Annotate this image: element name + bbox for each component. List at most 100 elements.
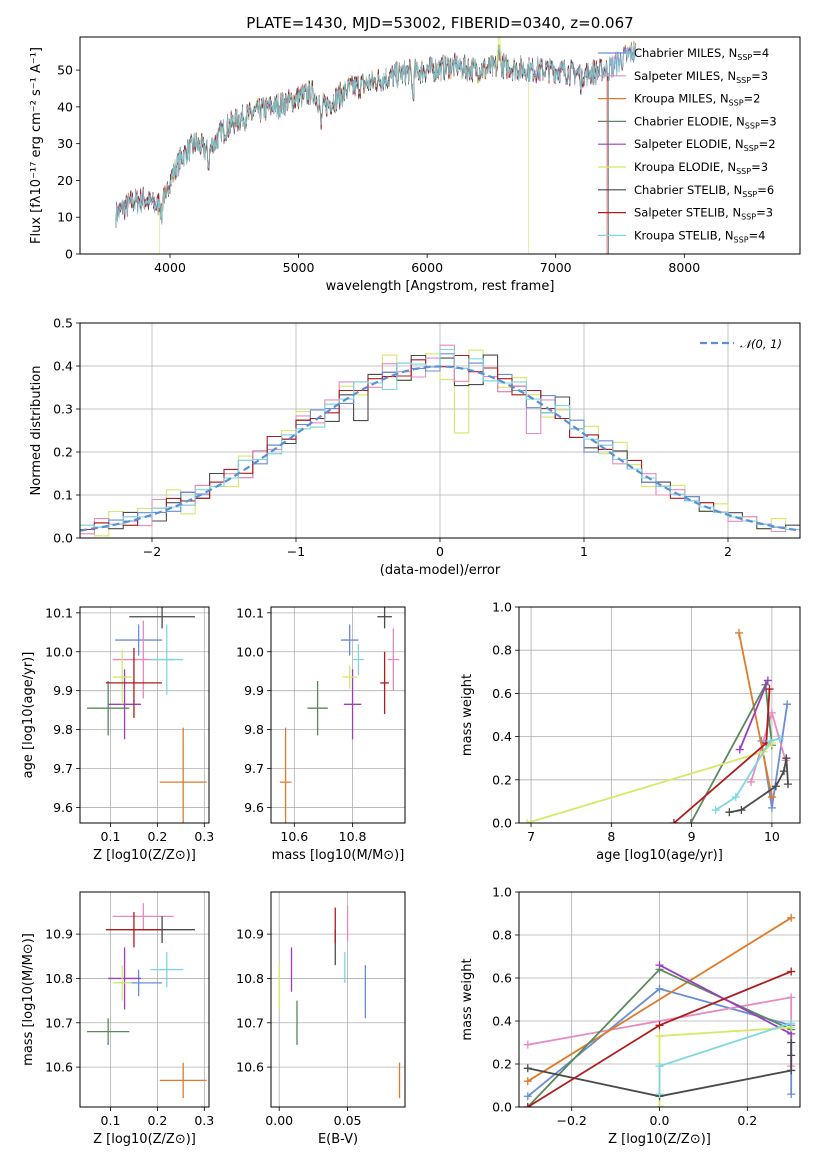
y-axis-label: Normed distribution (29, 366, 44, 496)
errorbar-kroupa-stelib (352, 643, 365, 676)
series-point (523, 1092, 532, 1101)
series-point (787, 913, 796, 922)
y-tick-label: 0.6 (492, 686, 512, 701)
y-tick-label: 0.3 (53, 402, 73, 417)
x-tick-label: 6000 (411, 260, 443, 275)
x-tick-label: 8000 (668, 260, 700, 275)
x-tick-label: 0.3 (194, 1113, 214, 1128)
errorbar-chabrier-elodie (307, 680, 328, 736)
legend-label-kroupa-elodie: Kroupa ELODIE, NSSP=3 (634, 160, 768, 176)
plot-area (523, 628, 792, 823)
series-point (734, 628, 743, 637)
x-axis-label: Z [log10(Z/Z⊙)] (93, 1132, 196, 1147)
series-kroupa-miles (523, 913, 796, 1086)
y-tick-label: 9.8 (244, 722, 264, 737)
series-line (738, 680, 769, 750)
x-tick-label: 0.05 (334, 1113, 362, 1128)
series-kroupa-miles (734, 628, 776, 802)
x-tick-label: 0.1 (101, 829, 121, 844)
series-line (715, 737, 781, 811)
y-tick-label: 0.8 (492, 928, 512, 943)
errorbar-salpeter-elodie (108, 947, 141, 1010)
y-tick-label: 1.0 (492, 885, 512, 900)
panel-EBV-vs-mass: 0.00 0.05 10.6 10.7 10.8 10.9 E(B-V) (236, 891, 406, 1147)
panel-Z-vs-mass: 0.1 0.2 0.3 10.6 10.7 10.8 10.9 Z [log10(Z/Z⊙)]… (21, 891, 214, 1147)
x-tick-label: 0.2 (147, 1113, 167, 1128)
plot-area (279, 607, 400, 823)
series-point (725, 808, 734, 817)
y-tick-label: 0.4 (492, 729, 512, 744)
x-axis-label: age [log10(age/yr)] (596, 848, 723, 863)
x-tick-label: 10.8 (339, 829, 367, 844)
series-point (711, 806, 720, 815)
errorbar-chabrier-miles (340, 624, 359, 656)
spectrum-line-salpeter-stelib (115, 47, 608, 254)
y-axis-label: mass weight (460, 958, 475, 1040)
legend-label-salpeter-elodie: Salpeter ELODIE, NSSP=2 (634, 137, 776, 153)
x-tick-label: −1 (287, 544, 305, 559)
legend-label-kroupa-stelib: Kroupa STELIB, NSSP=4 (634, 228, 765, 244)
panel-Z-vs-age: 0.1 0.2 0.3 9.6 9.7 9.8 9.9 10.0 10.1 Z [log10(Z/… (21, 605, 214, 863)
series-point (787, 1051, 796, 1060)
series-salpeter-stelib (523, 967, 796, 1107)
y-tick-label: 10.7 (236, 1015, 264, 1030)
series-point (655, 1103, 664, 1107)
series-point (783, 700, 792, 709)
series-point (763, 676, 772, 685)
series-point (787, 1090, 796, 1099)
panel-residual-histogram: −2 −1 0 1 2 0.0 0.1 0.2 0.3 0.4 0.5 (data-model)/er… (29, 316, 801, 578)
plot-area (115, 37, 636, 254)
series-point (787, 993, 796, 1002)
axes-frame (79, 36, 801, 255)
series-point (686, 819, 695, 823)
errorbar-salpeter-miles (112, 903, 174, 930)
errorbar-kroupa-stelib (150, 624, 184, 695)
series-point (655, 1090, 664, 1099)
x-tick-label: −0.2 (557, 1113, 587, 1128)
axes-frame (79, 606, 210, 824)
series-salpeter-elodie (735, 676, 772, 754)
y-tick-label: 9.6 (53, 800, 73, 815)
plot-area (523, 913, 796, 1107)
y-tick-label: 0.8 (492, 643, 512, 658)
x-tick-label: 0.2 (737, 1113, 757, 1128)
y-tick-label: 10.6 (236, 1060, 264, 1075)
x-tick-label: −2 (143, 544, 161, 559)
y-tick-label: 10.1 (236, 605, 264, 620)
y-tick-label: 0.0 (492, 1100, 512, 1115)
y-tick-label: 10.7 (45, 1015, 73, 1030)
axes-frame (270, 606, 406, 824)
errorbar-salpeter-stelib (105, 911, 163, 948)
series-chabrier-stelib (523, 1038, 796, 1101)
series-point (767, 793, 776, 802)
x-tick-label: 0.0 (650, 1113, 670, 1128)
series-point (655, 1062, 664, 1071)
x-tick-label: 8 (607, 829, 615, 844)
series-point (787, 1038, 796, 1047)
panel-age-vs-massweight: 7 8 9 10 0.0 0.2 0.4 0.6 0.8 1.0 age [log10(age/yr… (460, 600, 801, 863)
series-point (655, 1032, 664, 1041)
y-axis-label: age [log10(age/yr)] (21, 652, 36, 779)
x-axis-label: mass [log10(M/M⊙)] (272, 848, 405, 863)
x-axis-label: E(B-V) (318, 1132, 358, 1147)
series-salpeter-elodie (655, 961, 796, 1038)
spectrum-line-kroupa-stelib (115, 44, 636, 228)
errorbar-kroupa-elodie (112, 649, 132, 705)
series-point (787, 967, 796, 976)
errorbar-salpeter-stelib (105, 647, 163, 718)
x-tick-label: 9 (688, 829, 696, 844)
y-tick-label: 0.2 (492, 1057, 512, 1072)
y-tick-label: 1.0 (492, 600, 512, 615)
x-tick-label: 1 (580, 544, 588, 559)
series-point (747, 777, 756, 786)
x-tick-label: 0.3 (194, 829, 214, 844)
series-point (783, 780, 792, 789)
series-point (775, 734, 784, 743)
errorbar-kroupa-elodie (342, 665, 357, 689)
x-axis-label: Z [log10(Z/Z⊙)] (608, 1132, 711, 1147)
y-axis-label: Flux [fλ10⁻¹⁷ erg cm⁻² s⁻¹ A⁻¹] (29, 47, 44, 244)
x-tick-label: 10.6 (280, 829, 308, 844)
y-tick-label: 0.5 (53, 316, 73, 331)
plot-area (87, 607, 207, 823)
